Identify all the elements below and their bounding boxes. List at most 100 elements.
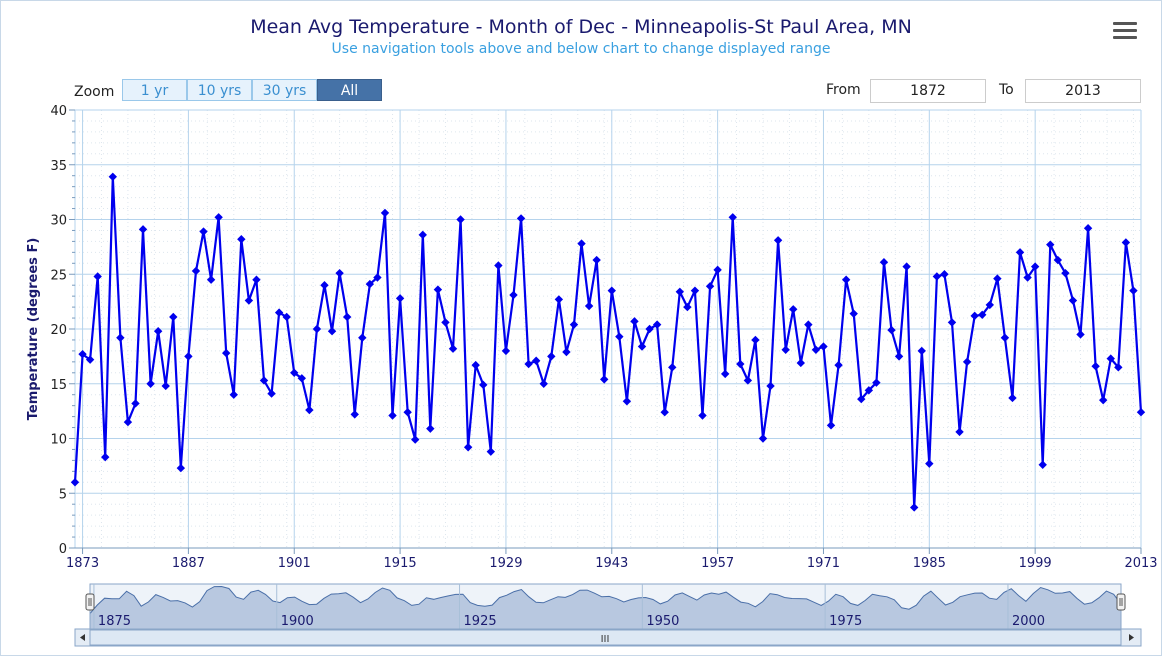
- data-point: [146, 379, 155, 388]
- data-point: [1136, 408, 1146, 417]
- navigator-handle-left[interactable]: [85, 593, 95, 611]
- data-point: [101, 452, 110, 462]
- data-point: [879, 258, 889, 267]
- data-point: [766, 381, 775, 391]
- data-point: [433, 285, 443, 294]
- scrollbar-grip: III: [601, 634, 610, 645]
- data-point: [758, 434, 768, 443]
- data-point: [297, 374, 307, 383]
- data-point: [577, 239, 586, 248]
- data-point: [274, 308, 284, 317]
- x-tick-label: 1999: [1019, 556, 1052, 571]
- scroll-left-arrow-icon: [80, 634, 85, 641]
- data-point: [320, 281, 329, 290]
- data-point: [683, 302, 692, 312]
- data-point: [652, 320, 662, 329]
- x-tick-label: 1943: [595, 556, 628, 571]
- data-point: [947, 318, 957, 327]
- y-tick-label: 0: [59, 542, 67, 557]
- x-tick-label: 1873: [66, 556, 99, 571]
- y-tick-label: 10: [50, 433, 67, 448]
- data-point: [925, 459, 934, 468]
- data-point: [826, 421, 836, 430]
- data-point: [138, 225, 148, 234]
- navigator[interactable]: 1875 1900 1925 1950 1975 2000 III: [74, 583, 1142, 647]
- data-point: [342, 312, 352, 322]
- y-tick-label: 30: [50, 214, 67, 229]
- navigator-label: 1900: [281, 614, 314, 629]
- data-point: [229, 390, 238, 399]
- navigator-series: [89, 585, 1122, 630]
- data-point: [524, 359, 533, 369]
- data-point: [350, 410, 359, 419]
- data-point: [932, 272, 942, 281]
- data-point: [554, 295, 564, 304]
- data-point: [305, 405, 314, 415]
- data-point: [894, 352, 904, 361]
- data-point: [1053, 255, 1063, 265]
- from-date-input[interactable]: [870, 79, 986, 103]
- zoom-label: Zoom: [74, 84, 115, 100]
- zoom-1yr-button[interactable]: 1 yr: [122, 79, 187, 101]
- data-point: [108, 172, 118, 181]
- data-point: [698, 411, 707, 420]
- chart-subtitle: Use navigation tools above and below cha…: [331, 41, 831, 57]
- data-point: [312, 324, 322, 334]
- data-point: [479, 380, 488, 390]
- data-point: [789, 305, 798, 314]
- data-point: [743, 376, 753, 385]
- x-tick-label: 1901: [278, 556, 311, 571]
- data-point: [191, 266, 201, 276]
- data-point: [539, 379, 548, 388]
- data-point: [902, 262, 911, 271]
- scroll-right-arrow-icon: [1129, 634, 1134, 641]
- data-point: [456, 215, 465, 224]
- data-point: [1068, 296, 1078, 305]
- data-point: [872, 378, 881, 387]
- data-point: [70, 478, 80, 487]
- data-point: [237, 235, 246, 244]
- data-point: [637, 342, 647, 351]
- data-point: [834, 360, 843, 370]
- data-point: [804, 320, 813, 329]
- zoom-30yrs-button[interactable]: 30 yrs: [252, 79, 317, 101]
- y-tick-label: 20: [50, 323, 67, 338]
- data-point: [584, 301, 594, 311]
- zoom-all-button[interactable]: All: [317, 79, 382, 101]
- data-point: [615, 332, 624, 341]
- data-point: [123, 417, 133, 427]
- zoom-10yrs-button[interactable]: 10 yrs: [187, 79, 252, 101]
- data-point: [728, 213, 737, 222]
- data-point: [630, 317, 639, 326]
- to-date-input[interactable]: [1025, 79, 1141, 103]
- to-label: To: [999, 82, 1014, 98]
- data-point: [1083, 224, 1093, 233]
- data-point: [259, 376, 269, 385]
- data-point: [214, 213, 223, 222]
- data-point: [267, 389, 276, 398]
- navigator-label: 1875: [98, 614, 131, 629]
- x-tick-label: 1971: [807, 556, 840, 571]
- data-point: [509, 290, 518, 300]
- data-point: [131, 399, 140, 408]
- data-point: [373, 273, 382, 282]
- y-tick-label: 5: [59, 487, 67, 502]
- data-point: [887, 325, 896, 335]
- navigator-label: 1975: [829, 614, 862, 629]
- y-tick-label: 35: [50, 159, 67, 174]
- data-point: [486, 447, 496, 456]
- data-point: [426, 424, 435, 433]
- y-tick-label: 15: [50, 378, 67, 393]
- data-point: [1038, 460, 1047, 469]
- data-point: [1046, 240, 1055, 249]
- navigator-handle-right[interactable]: [1116, 593, 1126, 611]
- data-point: [1098, 395, 1108, 405]
- hamburger-menu-icon[interactable]: [1113, 22, 1137, 42]
- data-point: [970, 311, 979, 321]
- data-point: [547, 352, 556, 361]
- navigator-label: 1925: [464, 614, 497, 629]
- data-point: [93, 272, 102, 281]
- data-point: [516, 214, 526, 223]
- data-point: [917, 346, 926, 356]
- data-point: [252, 275, 261, 284]
